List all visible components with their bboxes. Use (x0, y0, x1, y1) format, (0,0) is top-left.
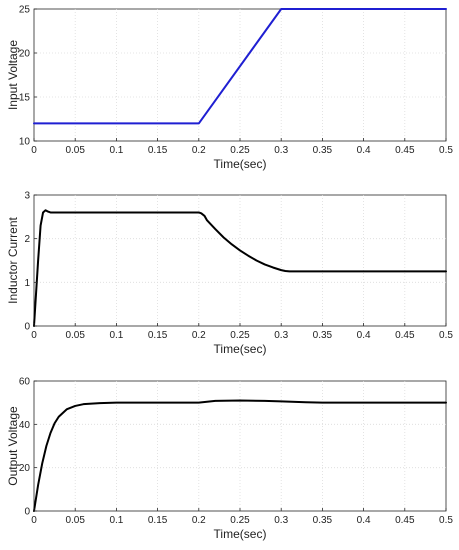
x-tick-label: 0.4 (357, 330, 371, 341)
y-tick-label: 1 (24, 278, 30, 289)
y-tick-label: 15 (19, 93, 31, 104)
x-tick-label: 0.35 (313, 330, 333, 341)
y-tick-label: 20 (19, 49, 31, 60)
x-tick-label: 0.15 (148, 515, 168, 526)
series-line-0 (33, 399, 447, 512)
x-tick-label: 0.3 (274, 330, 288, 341)
x-tick-label: 0.3 (274, 145, 288, 156)
x-tick-label: 0.35 (313, 145, 333, 156)
x-tick-label: 0.05 (65, 145, 85, 156)
x-tick-label: 0.5 (439, 515, 453, 526)
grid (34, 195, 446, 326)
x-tick-label: 0.25 (230, 145, 250, 156)
y-tick-label: 2 (24, 234, 30, 245)
x-tick-label: 0 (31, 515, 37, 526)
y-tick-label: 0 (24, 507, 30, 518)
x-tick-label: 0.2 (192, 515, 206, 526)
y-tick-label: 0 (24, 322, 30, 333)
series-layer (33, 209, 447, 327)
y-tick-label: 40 (19, 420, 31, 431)
y-axis-label: Output Voltage (6, 406, 20, 486)
y-tick-labels: 0 1 2 3 (24, 191, 37, 333)
x-tick-label: 0.2 (192, 330, 206, 341)
grid (34, 9, 446, 141)
y-tick-label: 10 (19, 137, 31, 148)
x-axis-label: Time(sec) (214, 342, 267, 356)
x-tick-labels: 0 0.05 0.1 0.15 0.2 0.25 0.3 0.35 0.4 0.45 0.5 (31, 508, 453, 526)
y-axis-label: Inductor Current (6, 216, 20, 303)
x-tick-label: 0.05 (65, 330, 85, 341)
x-tick-label: 0.45 (395, 145, 415, 156)
x-tick-label: 0.1 (109, 330, 123, 341)
x-tick-label: 0 (31, 145, 37, 156)
x-tick-label: 0.2 (192, 145, 206, 156)
x-tick-label: 0.35 (313, 515, 333, 526)
y-tick-labels: 0 20 40 60 (19, 377, 37, 518)
series-line-0 (33, 8, 447, 125)
y-axis-label: Input Voltage (6, 40, 20, 110)
x-tick-label: 0.4 (357, 515, 371, 526)
y-tick-label: 25 (19, 5, 31, 16)
y-tick-label: 60 (19, 377, 31, 388)
x-tick-labels: 0 0.05 0.1 0.15 0.2 0.25 0.3 0.35 0.4 0.45 0.5 (31, 323, 453, 341)
output-voltage-chart: 0 0.05 0.1 0.15 0.2 0.25 0.3 0.35 0.4 0.45 0.5 0 20… (6, 377, 453, 542)
x-tick-label: 0.25 (230, 330, 250, 341)
x-tick-label: 0.15 (148, 330, 168, 341)
x-tick-labels: 0 0.05 0.1 0.15 0.2 0.25 0.3 0.35 0.4 0.45 0.5 (31, 138, 453, 156)
y-tick-label: 3 (24, 191, 30, 202)
series-layer (33, 8, 447, 125)
y-tick-label: 20 (19, 463, 31, 474)
x-tick-label: 0.1 (109, 515, 123, 526)
x-tick-label: 0.5 (439, 330, 453, 341)
x-tick-label: 0.5 (439, 145, 453, 156)
x-tick-label: 0.45 (395, 330, 415, 341)
x-tick-label: 0.4 (357, 145, 371, 156)
x-tick-label: 0.1 (109, 145, 123, 156)
series-line-0 (33, 209, 447, 327)
x-tick-label: 0.25 (230, 515, 250, 526)
x-axis-label: Time(sec) (214, 527, 267, 541)
x-tick-label: 0.15 (148, 145, 168, 156)
y-tick-labels: 10 15 20 25 (19, 5, 37, 148)
x-tick-label: 0 (31, 330, 37, 341)
input-voltage-chart: 0 0.05 0.1 0.15 0.2 0.25 0.3 0.35 0.4 0.45 0.5 101… (6, 5, 453, 172)
x-tick-label: 0.05 (65, 515, 85, 526)
x-tick-label: 0.45 (395, 515, 415, 526)
inductor-current-chart: 0 0.05 0.1 0.15 0.2 0.25 0.3 0.35 0.4 0.45 0.5 0 1 2… (6, 191, 453, 357)
x-axis-label: Time(sec) (214, 157, 267, 171)
series-layer (33, 399, 447, 512)
x-tick-label: 0.3 (274, 515, 288, 526)
